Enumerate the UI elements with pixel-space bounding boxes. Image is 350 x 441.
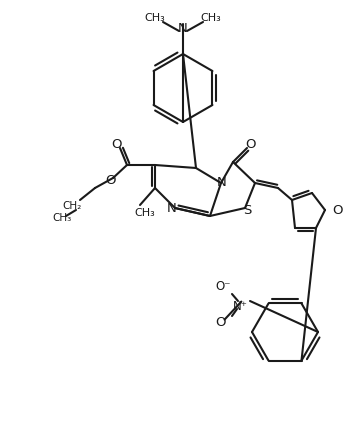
Text: N: N <box>178 22 188 34</box>
Text: O: O <box>215 315 225 329</box>
Text: O⁻: O⁻ <box>215 280 231 292</box>
Text: CH₃: CH₃ <box>52 213 72 223</box>
Text: CH₃: CH₃ <box>201 13 221 23</box>
Text: CH₃: CH₃ <box>134 208 155 218</box>
Text: N⁺: N⁺ <box>232 300 247 314</box>
Text: CH₂: CH₂ <box>62 201 82 211</box>
Text: CH₃: CH₃ <box>145 13 165 23</box>
Text: O: O <box>245 138 255 152</box>
Text: N: N <box>217 176 227 188</box>
Text: O: O <box>112 138 122 152</box>
Text: O: O <box>332 203 343 217</box>
Text: S: S <box>243 203 251 217</box>
Text: O: O <box>105 173 115 187</box>
Text: N: N <box>167 202 177 216</box>
